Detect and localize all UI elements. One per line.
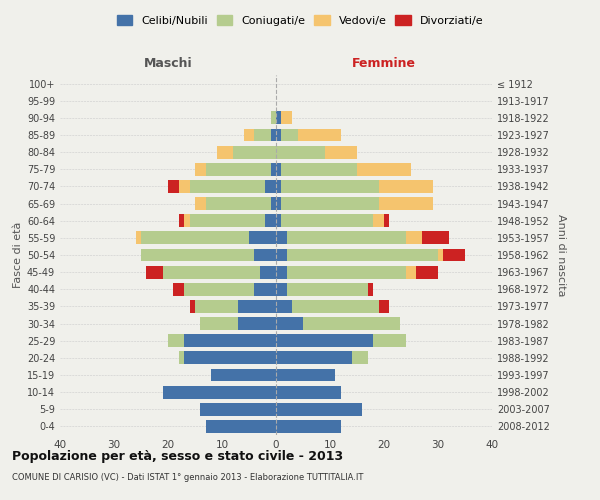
Bar: [254, 248, 276, 262]
Bar: [265, 214, 276, 227]
Bar: [406, 266, 416, 278]
Text: COMUNE DI CARISIO (VC) - Dati ISTAT 1° gennaio 2013 - Elaborazione TUTTITALIA.IT: COMUNE DI CARISIO (VC) - Dati ISTAT 1° g…: [12, 472, 364, 482]
Bar: [276, 368, 335, 382]
Bar: [281, 163, 357, 175]
Bar: [184, 334, 276, 347]
Bar: [281, 214, 373, 227]
Bar: [238, 300, 276, 313]
Bar: [195, 300, 238, 313]
Bar: [141, 248, 254, 262]
Bar: [281, 180, 379, 193]
Bar: [141, 232, 249, 244]
Bar: [254, 283, 276, 296]
Bar: [379, 300, 389, 313]
Bar: [233, 146, 276, 158]
Bar: [168, 180, 179, 193]
Bar: [281, 112, 292, 124]
Y-axis label: Fasce di età: Fasce di età: [13, 222, 23, 288]
Bar: [276, 300, 292, 313]
Bar: [179, 180, 190, 193]
Bar: [438, 248, 443, 262]
Bar: [211, 368, 276, 382]
Bar: [276, 266, 287, 278]
Bar: [352, 352, 368, 364]
Bar: [195, 163, 206, 175]
Bar: [206, 163, 271, 175]
Bar: [136, 232, 141, 244]
Bar: [163, 266, 260, 278]
Bar: [422, 232, 449, 244]
Bar: [287, 248, 438, 262]
Text: Femmine: Femmine: [352, 57, 416, 70]
Bar: [276, 334, 373, 347]
Bar: [276, 128, 281, 141]
Bar: [179, 352, 184, 364]
Legend: Celibi/Nubili, Coniugati/e, Vedovi/e, Divorziati/e: Celibi/Nubili, Coniugati/e, Vedovi/e, Di…: [112, 10, 488, 30]
Bar: [206, 420, 276, 433]
Bar: [281, 197, 379, 210]
Bar: [206, 197, 271, 210]
Bar: [276, 214, 281, 227]
Bar: [303, 317, 400, 330]
Bar: [298, 128, 341, 141]
Bar: [276, 163, 281, 175]
Bar: [163, 386, 276, 398]
Bar: [276, 248, 287, 262]
Bar: [271, 112, 276, 124]
Bar: [249, 232, 276, 244]
Text: Maschi: Maschi: [143, 57, 193, 70]
Bar: [260, 266, 276, 278]
Bar: [406, 232, 422, 244]
Bar: [276, 352, 352, 364]
Y-axis label: Anni di nascita: Anni di nascita: [556, 214, 566, 296]
Bar: [276, 146, 325, 158]
Bar: [190, 214, 265, 227]
Bar: [276, 112, 281, 124]
Bar: [179, 214, 184, 227]
Bar: [238, 317, 276, 330]
Bar: [168, 334, 184, 347]
Bar: [276, 386, 341, 398]
Bar: [276, 232, 287, 244]
Bar: [276, 283, 287, 296]
Bar: [217, 146, 233, 158]
Bar: [184, 352, 276, 364]
Bar: [244, 128, 254, 141]
Bar: [146, 266, 163, 278]
Bar: [357, 163, 411, 175]
Bar: [184, 214, 190, 227]
Bar: [271, 128, 276, 141]
Bar: [373, 334, 406, 347]
Bar: [265, 180, 276, 193]
Bar: [281, 128, 298, 141]
Bar: [276, 403, 362, 415]
Bar: [379, 197, 433, 210]
Bar: [443, 248, 465, 262]
Bar: [368, 283, 373, 296]
Bar: [190, 300, 195, 313]
Bar: [200, 317, 238, 330]
Bar: [271, 163, 276, 175]
Bar: [276, 180, 281, 193]
Bar: [276, 197, 281, 210]
Bar: [373, 214, 384, 227]
Bar: [173, 283, 184, 296]
Bar: [287, 232, 406, 244]
Bar: [271, 197, 276, 210]
Bar: [325, 146, 357, 158]
Bar: [384, 214, 389, 227]
Bar: [379, 180, 433, 193]
Bar: [287, 266, 406, 278]
Bar: [184, 283, 254, 296]
Bar: [276, 420, 341, 433]
Text: Popolazione per età, sesso e stato civile - 2013: Popolazione per età, sesso e stato civil…: [12, 450, 343, 463]
Bar: [416, 266, 438, 278]
Bar: [200, 403, 276, 415]
Bar: [195, 197, 206, 210]
Bar: [254, 128, 271, 141]
Bar: [276, 317, 303, 330]
Bar: [190, 180, 265, 193]
Bar: [287, 283, 368, 296]
Bar: [292, 300, 379, 313]
